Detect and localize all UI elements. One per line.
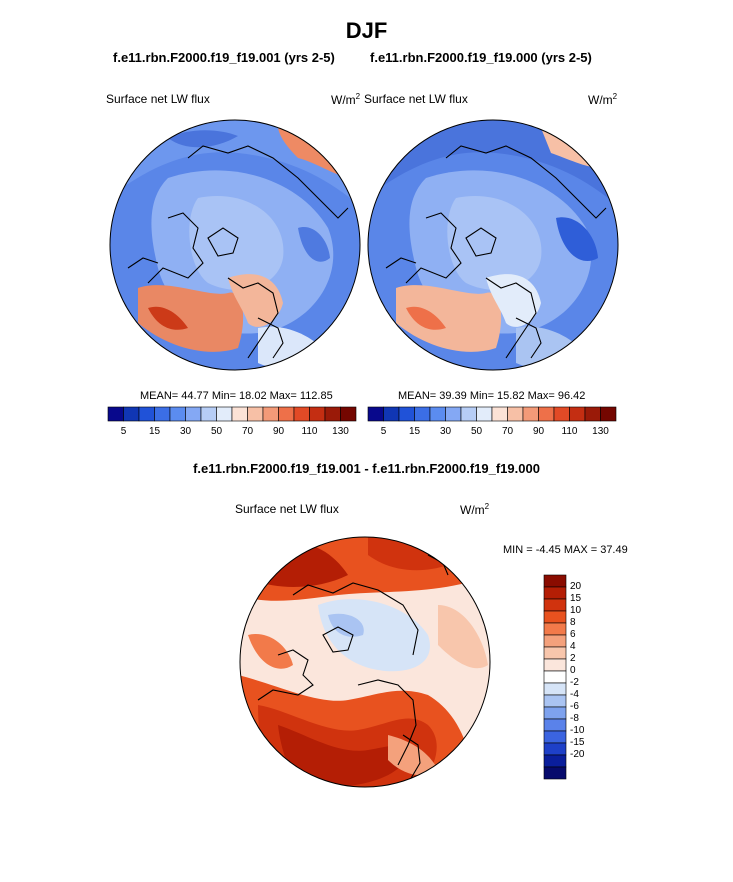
- colorbar-tick-label: 30: [439, 426, 452, 437]
- colorbar-swatch: [309, 406, 326, 422]
- colorbar-swatch: [262, 406, 279, 422]
- colorbar-swatch: [169, 406, 186, 422]
- colorbar-swatch: [522, 406, 539, 422]
- colorbar-tick-label: 15: [148, 426, 161, 437]
- colorbar-swatch: [200, 406, 217, 422]
- colorbar-tick-label: 50: [210, 426, 223, 437]
- colorbar-swatch: [138, 406, 155, 422]
- colorbar-swatch: [216, 406, 233, 422]
- colorbar-swatch: [543, 694, 567, 708]
- left-stats: MEAN= 44.77 Min= 18.02 Max= 112.85: [140, 390, 333, 402]
- colorbar-swatch: [543, 622, 567, 636]
- colorbar-tick-label: 15: [408, 426, 421, 437]
- left-case-title: f.e11.rbn.F2000.f19_f19.001 (yrs 2-5): [113, 50, 335, 65]
- colorbar-swatch: [543, 634, 567, 648]
- left-units-label: W/m2: [331, 92, 361, 107]
- colorbar-label: 8: [570, 617, 576, 628]
- colorbar-tick-label: 110: [561, 426, 578, 437]
- colorbar-swatch: [543, 766, 567, 780]
- colorbar-swatch: [476, 406, 493, 422]
- colorbar-label: 20: [570, 581, 582, 592]
- colorbar-tick-label: 5: [380, 426, 387, 437]
- colorbar-swatch: [543, 646, 567, 660]
- colorbar-swatch: [543, 670, 567, 684]
- colorbar-swatch: [460, 406, 477, 422]
- colorbar-swatch: [154, 406, 171, 422]
- colorbar-swatch: [414, 406, 431, 422]
- colorbar-tick-label: 50: [470, 426, 483, 437]
- left-variable-label: Surface net LW flux: [106, 92, 210, 106]
- colorbar-label: 0: [570, 665, 576, 676]
- colorbar-tick-label: 130: [592, 426, 609, 437]
- colorbar-swatch: [107, 406, 124, 422]
- colorbar-swatch: [543, 574, 567, 588]
- right-polar-map: [367, 119, 619, 371]
- colorbar-swatch: [543, 718, 567, 732]
- colorbar-swatch: [543, 610, 567, 624]
- diff-units-label: W/m2: [460, 502, 490, 517]
- colorbar-swatch: [247, 406, 264, 422]
- right-units-label: W/m2: [588, 92, 618, 107]
- colorbar-tick-label: 30: [179, 426, 192, 437]
- colorbar-swatch: [383, 406, 400, 422]
- colorbar-swatch: [600, 406, 617, 422]
- colorbar-swatch: [278, 406, 295, 422]
- colorbar-swatch: [340, 406, 357, 422]
- colorbar-label: 15: [570, 593, 582, 604]
- left-colorbar: [107, 406, 357, 422]
- colorbar-label: -20: [570, 749, 585, 760]
- colorbar-label: 2: [570, 653, 576, 664]
- colorbar-swatch: [324, 406, 341, 422]
- diff-minmax: MIN = -4.45 MAX = 37.49: [503, 544, 628, 556]
- colorbar-label: 6: [570, 629, 576, 640]
- colorbar-swatch: [185, 406, 202, 422]
- colorbar-swatch: [543, 754, 567, 768]
- colorbar-swatch: [491, 406, 508, 422]
- difference-title: f.e11.rbn.F2000.f19_f19.001 - f.e11.rbn.…: [193, 461, 540, 476]
- colorbar-tick-label: 130: [332, 426, 349, 437]
- colorbar-swatch: [543, 598, 567, 612]
- colorbar-swatch: [538, 406, 555, 422]
- colorbar-label: -6: [570, 701, 579, 712]
- diff-variable-label: Surface net LW flux: [235, 502, 339, 516]
- right-variable-label: Surface net LW flux: [364, 92, 468, 106]
- colorbar-swatch: [231, 406, 248, 422]
- colorbar-swatch: [543, 730, 567, 744]
- colorbar-swatch: [569, 406, 586, 422]
- colorbar-label: -8: [570, 713, 579, 724]
- colorbar-label: -10: [570, 725, 585, 736]
- colorbar-swatch: [543, 586, 567, 600]
- colorbar-tick-label: 70: [241, 426, 254, 437]
- colorbar-swatch: [429, 406, 446, 422]
- colorbar-swatch: [398, 406, 415, 422]
- difference-polar-map: [239, 536, 491, 788]
- colorbar-swatch: [584, 406, 601, 422]
- colorbar-tick-label: 5: [120, 426, 127, 437]
- colorbar-tick-label: 70: [501, 426, 514, 437]
- colorbar-label: -4: [570, 689, 579, 700]
- colorbar-swatch: [367, 406, 384, 422]
- colorbar-swatch: [507, 406, 524, 422]
- colorbar-swatch: [543, 682, 567, 696]
- difference-colorbar: [543, 574, 567, 780]
- colorbar-swatch: [123, 406, 140, 422]
- left-polar-map: [109, 119, 361, 371]
- right-colorbar: [367, 406, 617, 422]
- right-case-title: f.e11.rbn.F2000.f19_f19.000 (yrs 2-5): [370, 50, 592, 65]
- colorbar-swatch: [445, 406, 462, 422]
- colorbar-swatch: [543, 658, 567, 672]
- figure-title: DJF: [345, 18, 388, 43]
- colorbar-label: -15: [570, 737, 585, 748]
- colorbar-swatch: [293, 406, 310, 422]
- colorbar-swatch: [543, 706, 567, 720]
- colorbar-tick-label: 90: [532, 426, 545, 437]
- colorbar-label: 4: [570, 641, 576, 652]
- colorbar-label: -2: [570, 677, 579, 688]
- colorbar-tick-label: 110: [301, 426, 318, 437]
- colorbar-swatch: [553, 406, 570, 422]
- right-stats: MEAN= 39.39 Min= 15.82 Max= 96.42: [398, 390, 586, 402]
- colorbar-label: 10: [570, 605, 582, 616]
- colorbar-swatch: [543, 742, 567, 756]
- colorbar-tick-label: 90: [272, 426, 285, 437]
